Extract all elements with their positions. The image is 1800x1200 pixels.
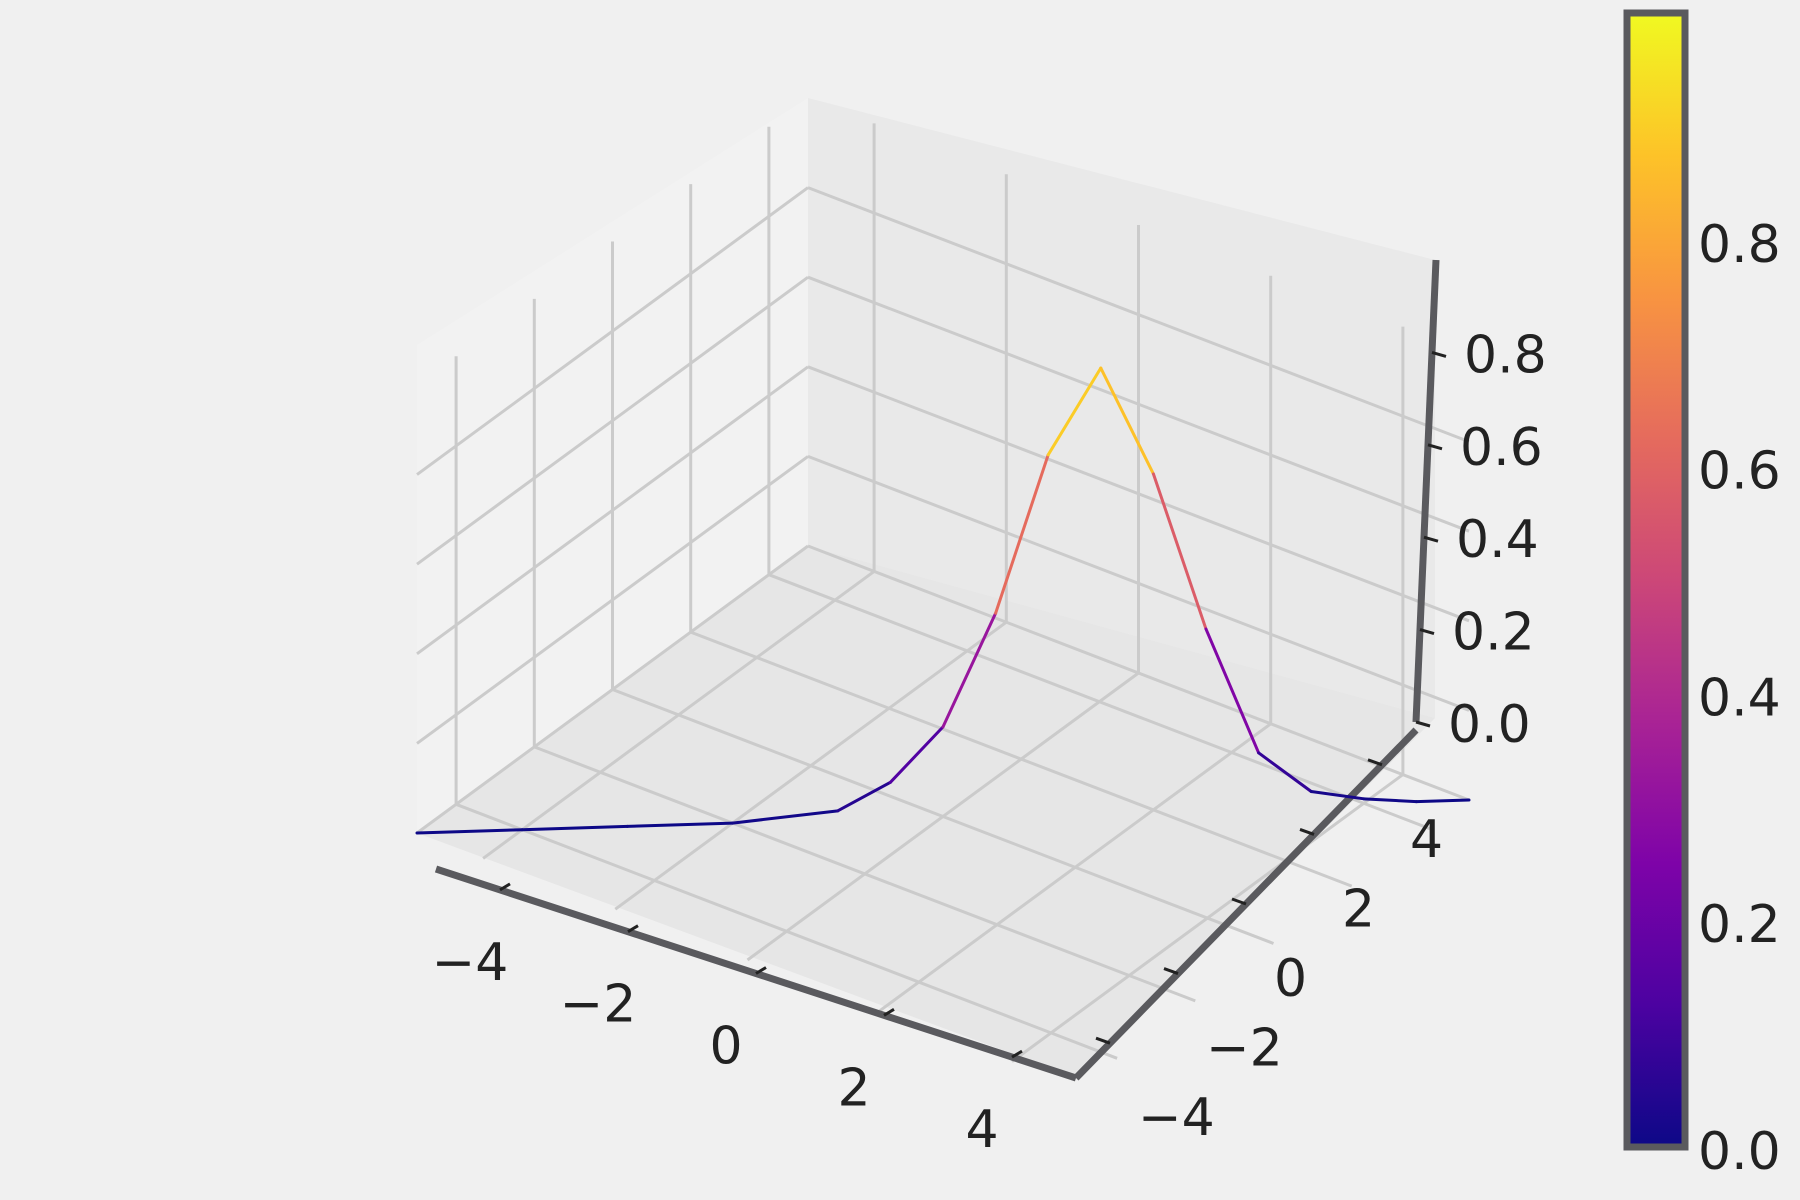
y-axis-tick-label: 4 (1410, 810, 1443, 870)
curve-segment (1362, 797, 1418, 804)
back-grid-line (807, 186, 1470, 444)
floor-grid-line (455, 802, 1118, 1060)
side-grid-line (416, 275, 809, 566)
curve-segment (836, 780, 892, 813)
x-axis-tick-label: 2 (837, 1058, 870, 1118)
axis-ticks (499, 350, 1447, 1059)
x-axis-tick (755, 966, 767, 975)
colorbar-tick-label: 0.6 (1698, 442, 1781, 502)
z-axis-tick-label: 0.6 (1460, 418, 1543, 478)
z-axis-tick (1415, 720, 1431, 728)
y-axis-tick-label: −2 (1206, 1019, 1283, 1079)
curve-segment (888, 725, 945, 784)
grid-lines (416, 123, 1470, 1063)
x-axis-tick-label: 0 (709, 1017, 742, 1077)
colorbar-tick-label: 0.2 (1698, 895, 1781, 955)
x-axis-tick-label: −2 (560, 975, 637, 1035)
y-axis-tick (1163, 967, 1179, 976)
curve-segment (1099, 366, 1155, 476)
colorbar-gradient (1623, 9, 1689, 1151)
z-axis-tick-label: 0.0 (1448, 695, 1531, 755)
z-axis-tick (1419, 628, 1435, 636)
colorbar-tick-labels: 0.0 0.2 0.4 0.6 0.8 (1698, 215, 1781, 1182)
curve-segment (1257, 751, 1313, 794)
x-axis-tick (627, 924, 639, 933)
z-axis-tick (1431, 350, 1447, 358)
curve-segment (731, 809, 840, 825)
y-axis-tick (1367, 758, 1383, 767)
curve-segment (994, 453, 1050, 615)
y-axis-tick-label: −4 (1138, 1088, 1215, 1148)
y-axis-tick (1095, 1036, 1111, 1045)
y-axis-tick (1299, 827, 1315, 836)
floor-grid-line (533, 745, 1196, 1003)
y-axis-tick-label: 2 (1342, 879, 1375, 939)
x-axis-tick (499, 882, 511, 892)
curve-segment (1151, 472, 1208, 631)
y-axis-tick (1231, 897, 1247, 906)
x-axis-tick-label: 4 (965, 1100, 998, 1160)
y-axis-tick-label: 0 (1274, 949, 1307, 1009)
z-axis-tick-label: 0.8 (1464, 325, 1547, 385)
z-axis-line (1412, 259, 1440, 723)
floor-pane (417, 546, 1435, 1078)
curve-segment (1414, 798, 1471, 804)
side-grid-line (416, 455, 809, 745)
curve-segment (415, 828, 524, 835)
back-grid-line (807, 454, 1470, 712)
colorbar-tick-label: 0.4 (1698, 668, 1781, 728)
curve-segment (1309, 790, 1366, 801)
colorbar-tick-label: 0.8 (1698, 215, 1781, 275)
curve-segment (1046, 366, 1103, 457)
floor-grid-line (611, 688, 1275, 945)
z-axis-tick (1427, 443, 1443, 451)
curve-segment (1204, 627, 1261, 755)
colorbar: 0.0 0.2 0.4 0.6 0.8 (1623, 9, 1781, 1182)
z-axis-tick-label: 0.4 (1456, 510, 1539, 570)
side-grid-line (416, 365, 809, 656)
floor-grid-line (690, 630, 1353, 888)
z-axis-tick-label: 0.2 (1452, 603, 1535, 663)
curve-segment (625, 821, 735, 828)
curve-segment (941, 611, 998, 729)
z-axis-tick (1423, 535, 1439, 543)
back-grid-line (807, 365, 1470, 623)
colorbar-tick-label: 0.0 (1698, 1122, 1781, 1182)
back-grid-line (807, 544, 1470, 802)
side-grid-line (416, 186, 809, 476)
curve-series (415, 366, 1471, 835)
curve-segment (520, 824, 629, 832)
side-grid-line (416, 544, 809, 835)
x-axis-tick-label: −4 (432, 933, 509, 993)
x-axis-tick (1011, 1049, 1023, 1059)
back-grid-line (807, 275, 1470, 533)
floor-grid-line (768, 573, 1431, 831)
x-axis-tick (883, 1008, 895, 1017)
